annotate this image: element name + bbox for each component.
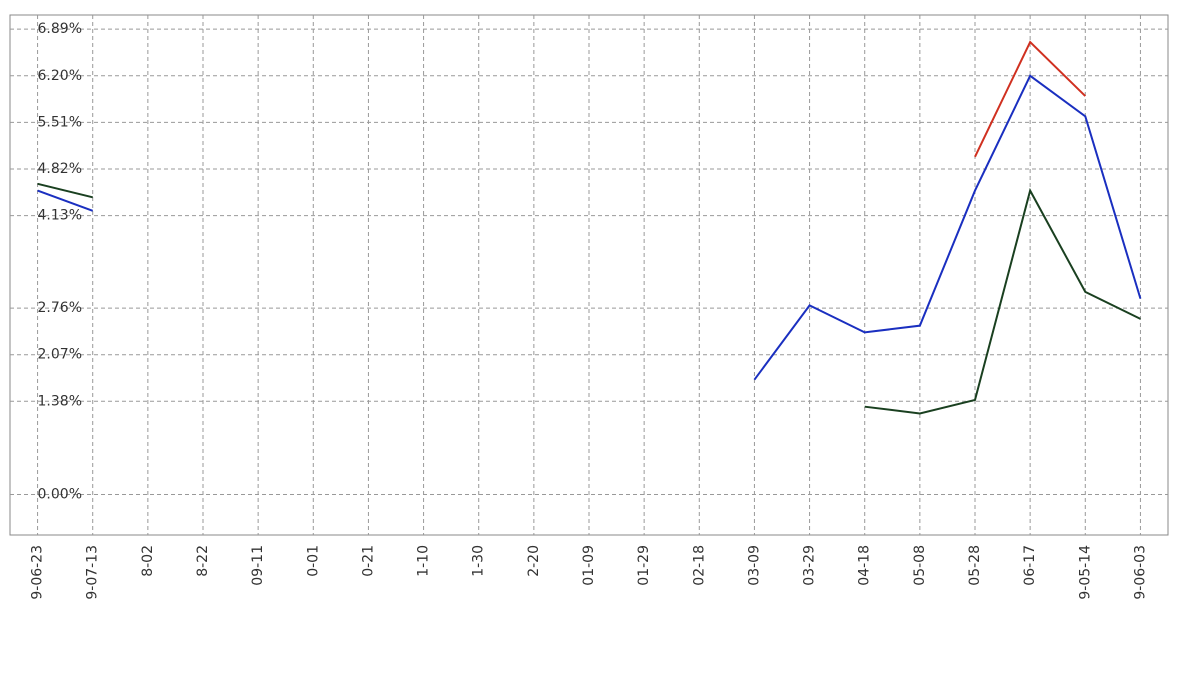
x-tick-label: 05-28 — [967, 545, 983, 586]
x-tick-label: 8-22 — [195, 545, 211, 577]
x-tick-label: 9-06-23 — [30, 545, 46, 600]
x-tick-label: 1-30 — [471, 545, 487, 577]
chart: 0.00% 1.38% 2.07% 2.76% 4.13% 4.82% 5.51% 6.20%… — [0, 0, 1178, 677]
y-tick-label: 5.51% — [38, 114, 82, 130]
y-tick-label: 1.38% — [38, 393, 82, 409]
x-tick-label: 02-18 — [691, 545, 707, 586]
x-tick-label: 9-07-13 — [85, 545, 101, 600]
x-tick-label: 03-09 — [746, 545, 762, 586]
x-tick-label: 8-02 — [140, 545, 156, 577]
x-tick-label: 9-05-14 — [1077, 545, 1093, 600]
x-tick-label: 9-06-03 — [1132, 545, 1148, 600]
y-tick-label: 2.07% — [38, 347, 82, 363]
y-tick-label: 6.89% — [38, 21, 82, 37]
x-tick-label: 05-08 — [912, 545, 928, 586]
y-tick-label: 0.00% — [38, 486, 82, 502]
y-tick-label: 2.76% — [38, 300, 82, 316]
x-tick-label: 1-10 — [416, 545, 432, 577]
x-tick-label: 04-18 — [857, 545, 873, 586]
x-tick-label: 0-01 — [305, 545, 321, 577]
y-tick-label: 6.20% — [38, 68, 82, 84]
x-tick-label: 2-20 — [526, 545, 542, 577]
x-tick-label: 03-29 — [802, 545, 818, 586]
x-tick-label: 01-29 — [636, 545, 652, 586]
y-tick-label: 4.13% — [38, 208, 82, 224]
x-tick-label: 09-11 — [250, 545, 266, 586]
y-tick-label: 4.82% — [38, 161, 82, 177]
x-tick-label: 06-17 — [1022, 545, 1038, 586]
x-tick-label: 0-21 — [360, 545, 376, 577]
x-tick-label: 01-09 — [581, 545, 597, 586]
